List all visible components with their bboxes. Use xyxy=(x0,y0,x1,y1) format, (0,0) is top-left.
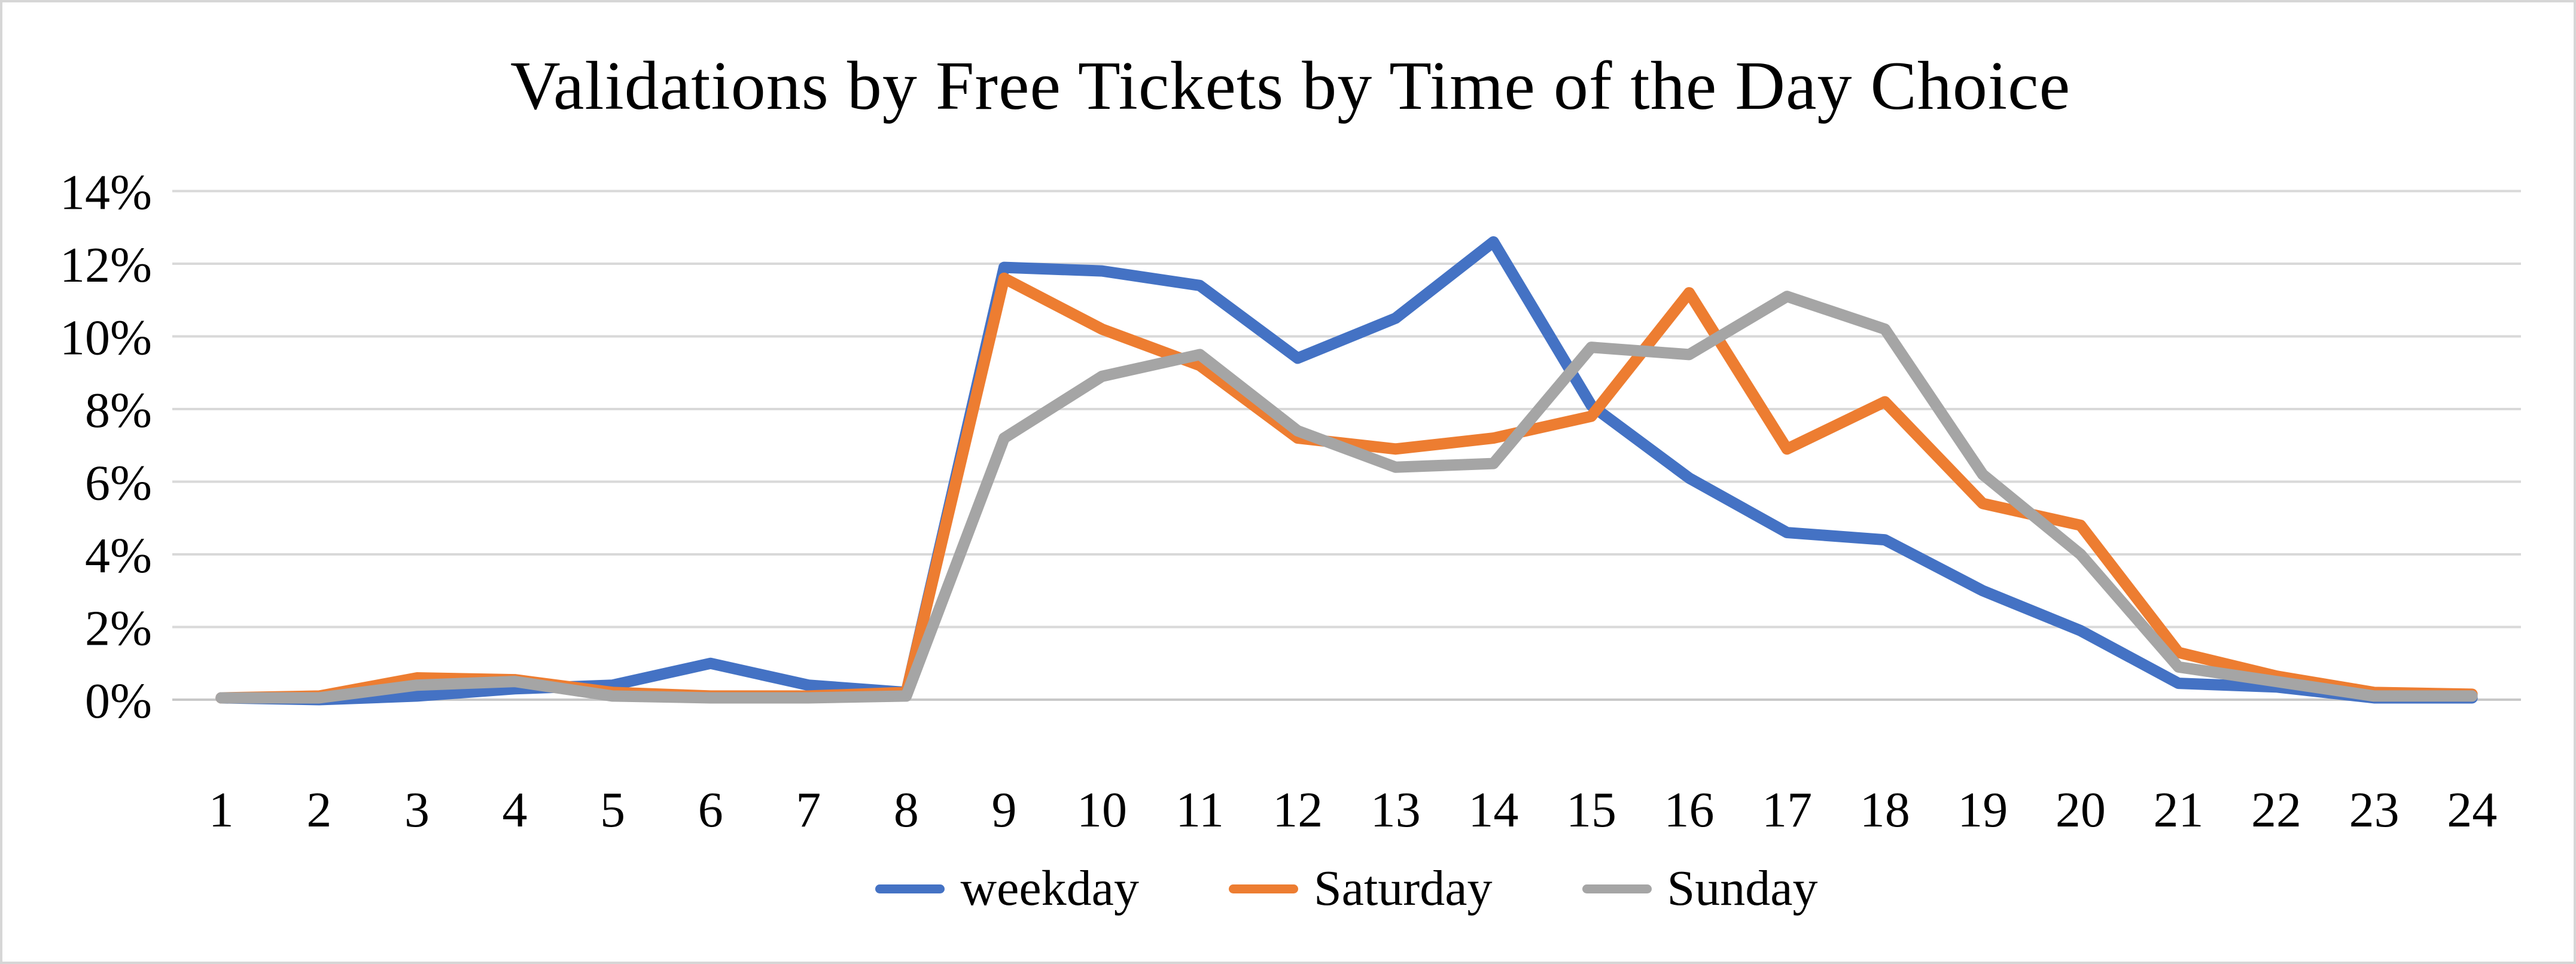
x-axis-tick-label: 5 xyxy=(600,782,625,838)
legend-label-sunday: Sunday xyxy=(1667,861,1818,916)
y-axis-tick-label: 8% xyxy=(85,383,152,438)
x-axis-tick-label: 6 xyxy=(698,782,723,838)
legend-item-saturday: Saturday xyxy=(1228,861,1493,916)
y-axis-tick-label: 6% xyxy=(85,456,152,511)
chart-title: Validations by Free Tickets by Time of t… xyxy=(510,48,2071,124)
x-axis-tick-label: 4 xyxy=(503,782,528,838)
x-axis-tick-label: 10 xyxy=(1077,782,1127,838)
x-axis-tick-label: 9 xyxy=(991,782,1016,838)
x-axis-tick-label: 11 xyxy=(1176,782,1224,838)
x-axis-tick-label: 21 xyxy=(2153,782,2203,838)
x-axis-tick-label: 17 xyxy=(1762,782,1812,838)
legend: weekday Saturday Sunday xyxy=(172,859,2521,919)
x-axis-tick-label: 14 xyxy=(1468,782,1518,838)
x-axis-tick-label: 18 xyxy=(1860,782,1910,838)
x-axis-tick-label: 2 xyxy=(306,782,331,838)
x-axis-tick-label: 24 xyxy=(2447,782,2497,838)
y-axis-tick-label: 0% xyxy=(85,673,152,729)
series-line-Sunday xyxy=(215,291,2478,704)
x-axis-tick-label: 23 xyxy=(2349,782,2400,838)
x-axis-tick-label: 8 xyxy=(894,782,919,838)
saturday-line-swatch-icon xyxy=(1228,884,1298,893)
series-line-weekday xyxy=(215,236,2478,706)
y-axis-tick-label: 4% xyxy=(85,528,152,584)
x-axis-tick-label: 19 xyxy=(1957,782,2008,838)
x-axis-tick-label: 12 xyxy=(1272,782,1323,838)
x-axis-tick-label: 1 xyxy=(209,782,234,838)
sunday-line-swatch-icon xyxy=(1582,884,1652,893)
x-axis-tick-label: 3 xyxy=(404,782,430,838)
legend-item-weekday: weekday xyxy=(875,864,1139,914)
x-axis-tick-label: 16 xyxy=(1664,782,1715,838)
x-axis-tick-label: 7 xyxy=(796,782,821,838)
legend-item-sunday: Sunday xyxy=(1582,864,1818,914)
y-axis-tick-label: 14% xyxy=(60,165,152,221)
x-axis-tick-label: 13 xyxy=(1371,782,1421,838)
y-axis-tick-label: 2% xyxy=(85,601,152,657)
x-axis-tick-label: 20 xyxy=(2056,782,2106,838)
x-axis-tick-label: 22 xyxy=(2251,782,2301,838)
x-axis-tick-label: 15 xyxy=(1566,782,1616,838)
y-axis-tick-label: 12% xyxy=(60,237,152,293)
legend-label-saturday: Saturday xyxy=(1313,861,1493,916)
legend-label-weekday: weekday xyxy=(960,861,1139,916)
weekday-line-swatch-icon xyxy=(875,884,945,893)
y-axis-tick-label: 10% xyxy=(60,310,152,366)
